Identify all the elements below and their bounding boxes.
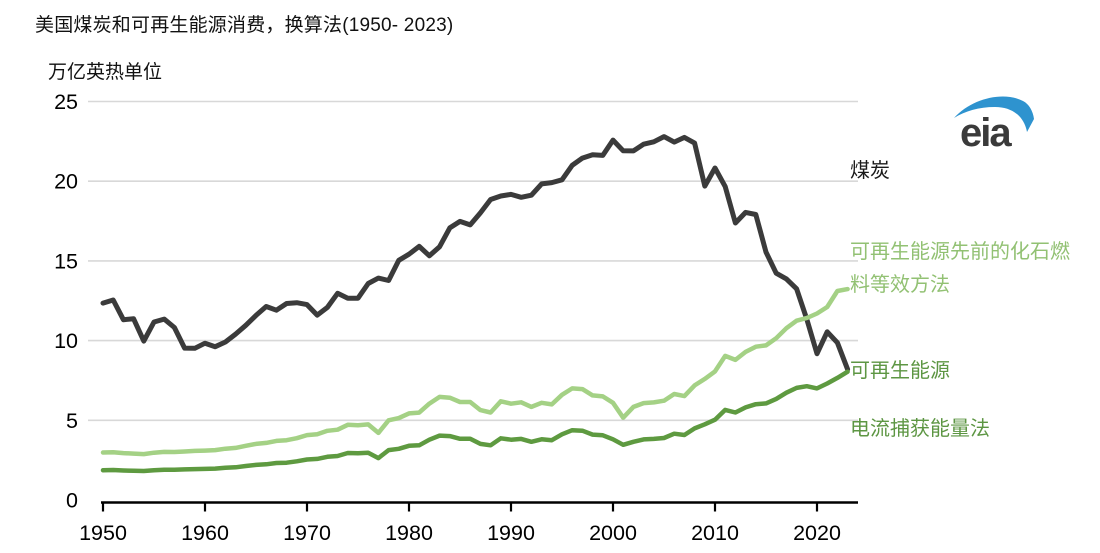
y-tick-label: 10 — [54, 329, 78, 353]
axes: 1950 1960 1970 1980 1990 2000 2010 2020 0 5 10 15 20… — [54, 90, 858, 545]
x-tick-label: 1990 — [487, 521, 535, 545]
eia-logo-swoosh-icon — [954, 96, 1034, 132]
y-axis-unit-label: 万亿英热单位 — [48, 62, 163, 83]
renewables-label: 可再生能源 — [850, 359, 950, 382]
y-tick-label: 0 — [66, 489, 78, 513]
y-tick-label: 15 — [54, 249, 78, 273]
x-tick-label: 2020 — [793, 521, 841, 545]
coal-line — [100, 134, 851, 372]
eia-logo-text: eia — [960, 111, 1012, 154]
x-tick-label: 1980 — [385, 521, 433, 545]
renewables-current-method-line — [100, 369, 850, 474]
series-lines — [100, 134, 851, 474]
y-tick-label: 25 — [54, 90, 78, 114]
renewables-previous-method-line — [100, 286, 850, 457]
x-tick-label: 2010 — [691, 521, 739, 545]
renewables-previous-method-label: 可再生能源先前的化石燃料等效方法 — [850, 240, 1070, 296]
eia-logo: eia — [954, 96, 1034, 154]
x-tick-label: 1950 — [79, 521, 127, 545]
current-method-label: 电流捕获能量法 — [850, 417, 990, 440]
coal-label: 煤炭 — [850, 159, 890, 182]
y-tick-label: 20 — [54, 170, 78, 194]
gridlines — [88, 100, 858, 422]
y-tick-label: 5 — [66, 409, 78, 433]
x-tick-label: 2000 — [589, 521, 637, 545]
chart-title: 美国煤炭和可再生能源消费，换算法(1950- 2023) — [35, 15, 454, 36]
x-tick-label: 1970 — [283, 521, 331, 545]
x-tick-label: 1960 — [181, 521, 229, 545]
